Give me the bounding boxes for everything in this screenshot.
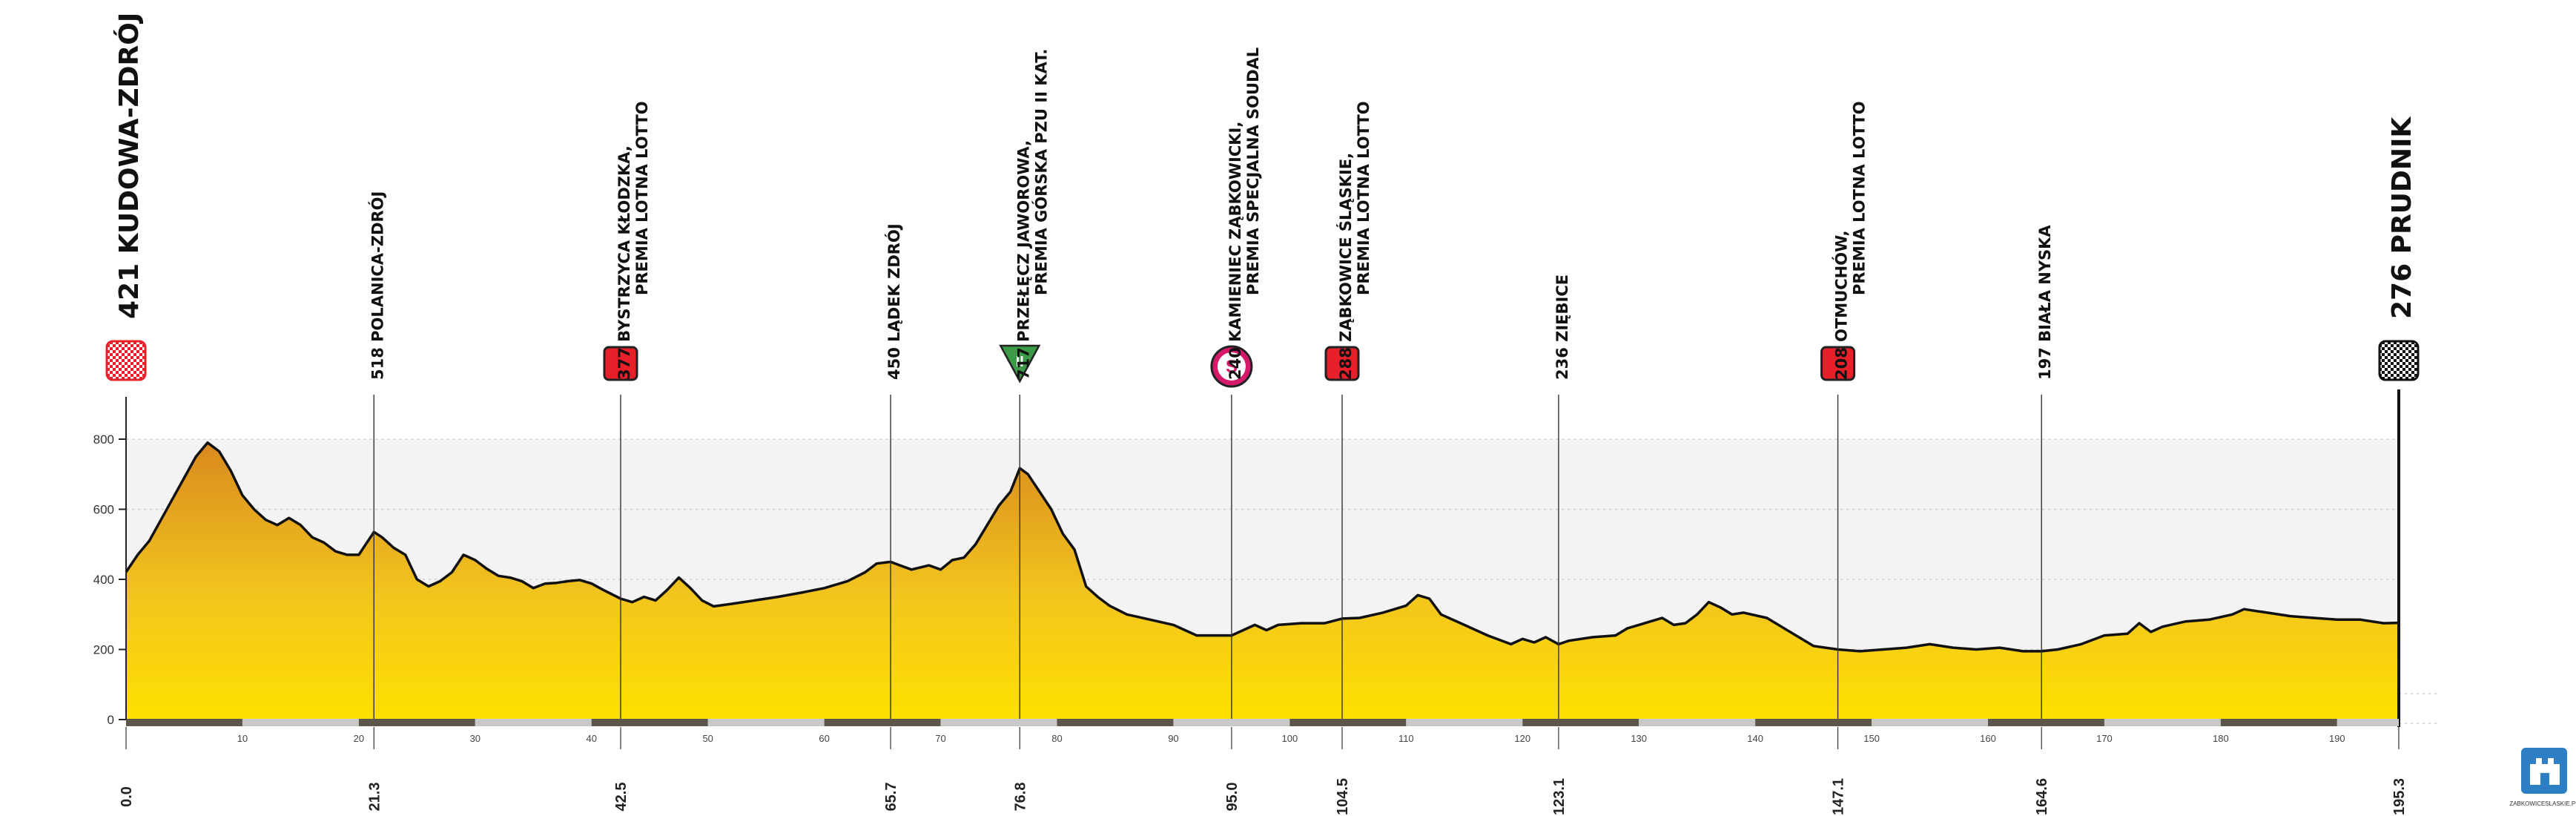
mountain-category: II: [1016, 354, 1024, 370]
scale-segment: [1289, 719, 1407, 726]
special-icon-inner: [1217, 352, 1246, 381]
checkpoint-label: 208 OTMUCHÓW,: [1832, 230, 1851, 380]
checkpoint-label: 236 ZIĘBICE: [1553, 274, 1571, 380]
scale-segment: [1639, 719, 1756, 726]
checkpoint-km-labels: 0.0 21.3 42.5 65.7 76.8 95.0 104.5 123.1 147.1 16…: [119, 727, 2408, 815]
checkpoint-labels: 518 POLANICA-ZDRÓJ 377 BYSTRZYCA KŁODZKA,…: [113, 13, 2417, 380]
checkpoint-icons: II S: [105, 340, 2420, 388]
scale-segment: [475, 719, 592, 726]
checkpoint-label: 518 POLANICA-ZDRÓJ: [368, 191, 386, 380]
scale-segment: [1173, 719, 1290, 726]
scale-segment: [940, 719, 1057, 726]
scale-segment: [824, 719, 941, 726]
scale-segment: [1872, 719, 1989, 726]
scale-segment: [2104, 719, 2221, 726]
scale-segment: [1406, 719, 1523, 726]
scale-segment: [126, 719, 242, 726]
y-tick-label: 0: [108, 713, 114, 727]
checkpoint-label: 197 BIAŁA NYSKA: [2036, 225, 2054, 380]
scale-segment: [2220, 719, 2337, 726]
km-label: 123.1: [1551, 778, 1568, 815]
km-label: 164.6: [2034, 778, 2050, 815]
checkpoint-label: 288 ZĄBKOWICE ŚLĄSKIE,: [1336, 153, 1355, 380]
profile-area: [125, 389, 2400, 727]
x-tick-label: 100: [1282, 733, 1298, 744]
scale-segment: [707, 719, 825, 726]
x-tick-label: 180: [2213, 733, 2229, 744]
y-tick-label: 200: [93, 643, 114, 657]
x-tick-label: 110: [1398, 733, 1414, 744]
checkpoint-label: 377 BYSTRZYCA KŁODZKA,: [615, 145, 633, 380]
sprint-icon: [1324, 346, 1360, 381]
profile-line: [125, 441, 2400, 653]
x-tick-label: 130: [1631, 733, 1647, 744]
finish-label: 276 PRUDNIK: [2387, 116, 2417, 319]
checkpoint-label: PREMIA LOTNA LOTTO: [1851, 101, 1869, 295]
x-tick-label: 140: [1747, 733, 1763, 744]
x-axis: 10 20 30 40 50 60 70 80 90 100 110 120 130 140 150 160 1…: [237, 733, 2345, 744]
y-tick-label: 400: [93, 573, 114, 587]
km-label: 95.0: [1224, 783, 1241, 812]
km-label: 195.3: [2391, 778, 2408, 815]
start-flag-icon: [105, 340, 147, 381]
scale-segment: [2336, 719, 2399, 726]
checkpoint-label: 240 KAMIENIEC ZĄBKOWICKI,: [1226, 122, 1244, 380]
km-label: 21.3: [366, 783, 383, 812]
sprint-icon: [603, 346, 638, 381]
x-tick-label: 70: [935, 733, 945, 744]
km-label: 104.5: [1335, 778, 1351, 815]
x-tick-label: 90: [1168, 733, 1178, 744]
special-letter: S: [1226, 357, 1238, 377]
castle-icon: [2530, 758, 2560, 785]
distance-scale-bar: [126, 719, 2399, 726]
start-label: 421 KUDOWA-ZDRÓJ: [113, 13, 145, 319]
scale-segment: [1522, 719, 1639, 726]
km-label: 147.1: [1831, 778, 1847, 815]
km-label: 76.8: [1012, 783, 1028, 812]
y-tick-label: 600: [93, 503, 114, 517]
checkpoint-label: 717 PRZEŁĘCZ JAWOROWA,: [1014, 140, 1032, 380]
x-tick-label: 190: [2329, 733, 2345, 744]
km-label: 65.7: [883, 783, 899, 812]
scale-segment: [1057, 719, 1174, 726]
checkpoint-lines: [373, 395, 2042, 720]
mountain-icon: [999, 344, 1041, 384]
km-label: 42.5: [613, 783, 630, 812]
x-tick-label: 50: [702, 733, 713, 744]
checkpoint-label: PREMIA LOTNA LOTTO: [633, 101, 651, 295]
x-tick-label: 80: [1051, 733, 1062, 744]
x-tick-label: 160: [1980, 733, 1996, 744]
x-tick-label: 30: [470, 733, 480, 744]
km-label: 0.0: [119, 786, 135, 807]
x-tick-label: 170: [2096, 733, 2113, 744]
grid-lines: [126, 438, 2440, 724]
profile-fill: [126, 442, 2399, 720]
finish-flag-icon: [2378, 340, 2420, 381]
sprint-icon: [1820, 346, 1856, 381]
y-tick-label: 800: [93, 432, 114, 447]
logo-caption: ZABKOWICESLASKIE.PL: [2509, 800, 2576, 807]
x-tick-label: 40: [587, 733, 597, 744]
x-tick-label: 60: [819, 733, 829, 744]
scale-segment: [1755, 719, 1872, 726]
x-tick-label: 120: [1514, 733, 1530, 744]
checkpoint-label: PREMIA GÓRSKA PZU II KAT.: [1031, 49, 1050, 295]
checkpoint-label: PREMIA LOTNA LOTTO: [1355, 101, 1373, 295]
checkpoint-label: 450 LĄDEK ZDRÓJ: [885, 223, 903, 380]
checkpoint-label: PREMIA SPECJALNA SOUDAL: [1244, 47, 1262, 295]
scale-segment: [1988, 719, 2104, 726]
x-tick-label: 10: [237, 733, 248, 744]
x-tick-label: 150: [1863, 733, 1880, 744]
scale-segment: [358, 719, 475, 726]
x-tick-label: 20: [354, 733, 364, 744]
organizer-logo: ZABKOWICESLASKIE.PL: [2509, 748, 2576, 807]
scale-segment: [591, 719, 708, 726]
scale-segment: [242, 719, 359, 726]
y-axis: 0 200 400 600 800: [93, 397, 127, 727]
